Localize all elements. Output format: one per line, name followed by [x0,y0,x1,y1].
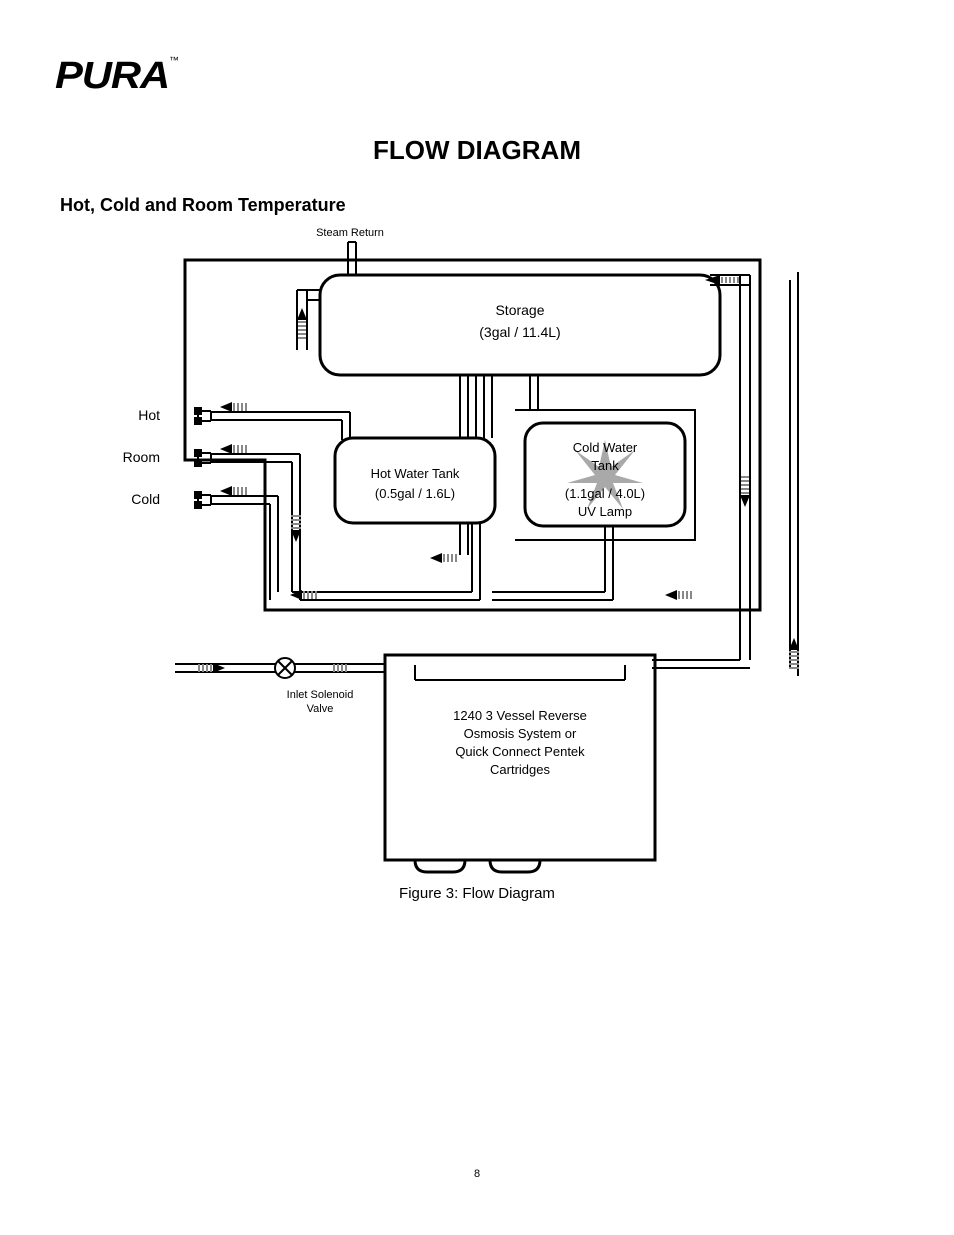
brand-logo: PURA™ [55,55,178,98]
hot-water-tank: Hot Water Tank (0.5gal / 1.6L) [335,438,495,523]
hot-label: Hot [138,407,160,423]
cold-tank-l3: (1.1gal / 4.0L) [565,486,645,501]
arrow-under-hot [430,553,456,563]
cold-label: Cold [131,491,160,507]
arrow-storage-up [297,308,307,338]
hot-tank-l2: (0.5gal / 1.6L) [375,486,455,501]
ro-l3: Quick Connect Pentek [455,744,585,759]
storage-to-cold [530,375,538,410]
arrow-inlet-right-2 [334,664,346,672]
steam-return-label: Steam Return [316,227,384,239]
hot-tank-down-pipe [460,523,468,555]
room-label: Room [123,449,160,465]
inlet-valve-l2: Valve [307,703,334,715]
inlet-valve-l1: Inlet Solenoid [287,689,354,701]
storage-label-1: Storage [495,302,544,318]
storage-tank: Storage (3gal / 11.4L) [320,275,720,375]
dispense-valves [195,408,211,508]
logo-tm: ™ [169,55,178,65]
port-arrows [220,402,246,496]
sub-title: Hot, Cold and Room Temperature [60,195,346,216]
solenoid-valve-icon [275,658,295,678]
ro-l4: Cartridges [490,762,550,777]
figure-caption: Figure 3: Flow Diagram [0,885,954,902]
arrow-bottom-right [665,590,691,600]
logo-text: PURA [55,55,169,97]
cold-water-tank: Cold Water Tank (1.1gal / 4.0L) UV Lamp [525,423,685,526]
uv-lamp-label: UV Lamp [578,504,632,519]
storage-to-tanks-pipes [460,375,492,438]
storage-label-2: (3gal / 11.4L) [479,324,560,340]
ro-top-bracket [415,665,625,680]
ro-l1: 1240 3 Vessel Reverse [453,708,587,723]
cold-tank-l1: Cold Water [573,440,638,455]
flow-diagram: Steam Return Storage (3gal / 11.4L) Hot … [60,220,860,880]
cold-tank-out-pipe [492,526,613,600]
page-number: 8 [0,1168,954,1180]
arrow-right-down [740,477,750,507]
page-title: FLOW DIAGRAM [0,135,954,166]
cold-tank-l2: Tank [591,458,619,473]
ro-l2: Osmosis System or [464,726,577,741]
hot-tank-l1: Hot Water Tank [371,466,460,481]
